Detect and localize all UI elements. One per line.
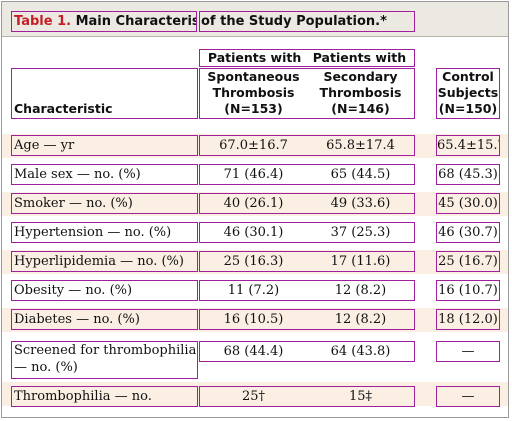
- patients-with-header: Patients with Patients with: [199, 49, 415, 67]
- row-label: Age — yr: [11, 135, 198, 156]
- row-shade: [2, 308, 508, 332]
- secondary-value: 49 (33.6): [330, 196, 391, 211]
- row-label: Obesity — no. (%): [11, 280, 198, 301]
- control-value: —: [436, 386, 500, 407]
- control-value: 65.4±15.7: [436, 135, 500, 156]
- row-label: Screened for thrombophilia — no. (%): [11, 341, 198, 379]
- row-values: 25† 15‡: [199, 386, 415, 407]
- secondary-value: 37 (25.3): [330, 225, 391, 240]
- row-label: Smoker — no. (%): [11, 193, 198, 214]
- row-label: Diabetes — no. (%): [11, 309, 198, 330]
- control-header: Control Subjects (N=150): [436, 68, 500, 119]
- control-value: —: [436, 341, 500, 362]
- table-number: Table 1.: [14, 14, 72, 29]
- row-values: 71 (46.4) 65 (44.5): [199, 164, 415, 185]
- control-value: 46 (30.7): [436, 222, 500, 243]
- spontaneous-header-line3: (N=153): [224, 101, 283, 116]
- control-value: 16 (10.7): [436, 280, 500, 301]
- spontaneous-value: 67.0±16.7: [219, 138, 288, 153]
- row-values: 46 (30.1) 37 (25.3): [199, 222, 415, 243]
- patients-with-secondary: Patients with: [312, 50, 407, 65]
- row-values: 67.0±16.7 65.8±17.4: [199, 135, 415, 156]
- secondary-header: Secondary Thrombosis (N=146): [307, 69, 414, 117]
- row-shade: [2, 192, 508, 216]
- control-value: 25 (16.7): [436, 251, 500, 272]
- row-values: 11 (7.2) 12 (8.2): [199, 280, 415, 301]
- row-values: 16 (10.5) 12 (8.2): [199, 309, 415, 330]
- spontaneous-value: 46 (30.1): [223, 225, 284, 240]
- row-label: Thrombophilia — no.: [11, 386, 198, 407]
- row-shade: [2, 134, 508, 158]
- control-header-line3: (N=150): [438, 101, 498, 116]
- spontaneous-value: 16 (10.5): [223, 312, 284, 327]
- control-header-line2: Subjects: [437, 85, 499, 100]
- spontaneous-header-line2: Thrombosis: [212, 85, 295, 100]
- control-value: 18 (12.0): [436, 309, 500, 330]
- spontaneous-value: 11 (7.2): [227, 283, 280, 298]
- spontaneous-value: 25 (16.3): [223, 254, 284, 269]
- characteristic-header: Characteristic: [11, 68, 198, 119]
- spontaneous-value: 40 (26.1): [223, 196, 284, 211]
- spontaneous-value: 71 (46.4): [223, 167, 284, 182]
- secondary-value: 12 (8.2): [334, 312, 387, 327]
- control-header-line1: Control: [442, 69, 494, 84]
- row-values: 25 (16.3) 17 (11.6): [199, 251, 415, 272]
- row-label: Hypertension — no. (%): [11, 222, 198, 243]
- spontaneous-header-line1: Spontaneous: [207, 69, 300, 84]
- spontaneous-value: 25†: [241, 389, 266, 404]
- row-values: 40 (26.1) 49 (33.6): [199, 193, 415, 214]
- secondary-header-line2: Thrombosis: [319, 85, 402, 100]
- row-label: Hyperlipidemia — no. (%): [11, 251, 198, 272]
- patients-with-spontaneous: Patients with: [207, 50, 302, 65]
- control-value: 68 (45.3): [436, 164, 500, 185]
- secondary-header-line3: (N=146): [331, 101, 390, 116]
- patient-columns-header: Spontaneous Thrombosis (N=153) Secondary…: [199, 68, 415, 119]
- row-label: Male sex — no. (%): [11, 164, 198, 185]
- secondary-value: 64 (43.8): [330, 344, 391, 359]
- secondary-value: 12 (8.2): [334, 283, 387, 298]
- secondary-value: 15‡: [348, 389, 373, 404]
- row-shade: [2, 250, 508, 274]
- spontaneous-value: 68 (44.4): [223, 344, 284, 359]
- spontaneous-header: Spontaneous Thrombosis (N=153): [200, 69, 307, 117]
- control-value: 45 (30.0): [436, 193, 500, 214]
- secondary-header-line1: Secondary: [323, 69, 398, 84]
- secondary-value: 65 (44.5): [330, 167, 391, 182]
- row-values: 68 (44.4) 64 (43.8): [199, 341, 415, 362]
- secondary-value: 17 (11.6): [330, 254, 391, 269]
- secondary-value: 65.8±17.4: [326, 138, 395, 153]
- table-title-continued: of the Study Population.*: [199, 11, 415, 32]
- table-title-main: Table 1. Main Characteristics: [11, 11, 197, 32]
- table-title-part1: Main Characteristics: [75, 14, 197, 29]
